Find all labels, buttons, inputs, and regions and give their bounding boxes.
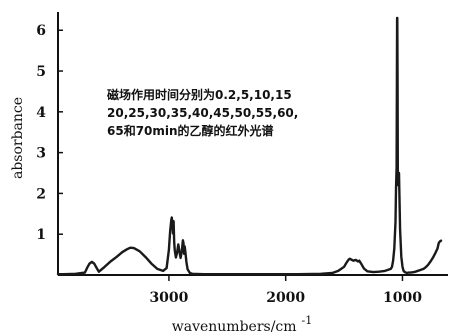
y-tick-label: 1 — [36, 227, 46, 243]
annotation-text: 磁场作用时间分别为0.2,5,10,15 20,25,30,35,40,45,5… — [106, 87, 298, 138]
x-axis-title-main: wavenumbers/cm — [172, 319, 297, 335]
annotation-line: 磁场作用时间分别为0.2,5,10,15 — [106, 87, 292, 102]
x-axis-title: wavenumbers/cm -1 — [172, 314, 313, 335]
y-tick-label: 5 — [36, 64, 46, 80]
x-axis-title-superscript: -1 — [302, 314, 313, 327]
x-tick-label: 1000 — [383, 290, 422, 306]
spectrum-series — [56, 16, 443, 276]
x-tick-label: 3000 — [149, 290, 188, 306]
y-tick-label: 3 — [36, 146, 46, 162]
y-tick-label: 2 — [36, 186, 46, 202]
y-tick-label: 4 — [36, 105, 46, 121]
annotation-line: 20,25,30,35,40,45,50,55,60, — [107, 106, 298, 120]
axis-ticks: 1 2 3 4 5 6 3000 2000 1000 — [36, 23, 422, 306]
x-tick-label: 2000 — [266, 290, 305, 306]
plot-axes — [57, 12, 448, 276]
y-axis-title: absorbance — [10, 97, 26, 179]
spectrum-line — [56, 16, 443, 276]
annotation-line: 65和70min的乙醇的红外光谱 — [107, 123, 274, 138]
y-tick-label: 6 — [36, 23, 46, 39]
